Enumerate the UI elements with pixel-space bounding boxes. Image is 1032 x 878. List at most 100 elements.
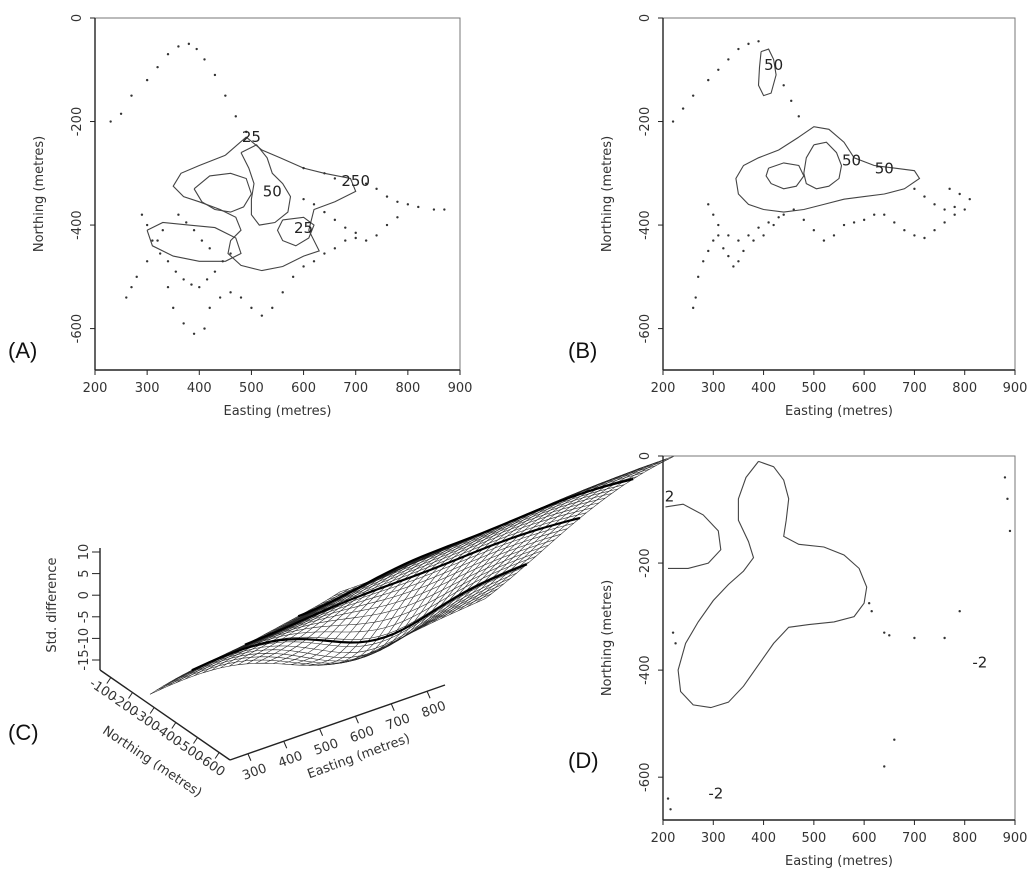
data-point: [958, 610, 961, 613]
data-point: [727, 254, 730, 258]
data-point: [172, 306, 175, 310]
data-point: [333, 177, 337, 180]
data-point: [161, 229, 164, 232]
y-tick-label: 0: [638, 14, 653, 22]
y-tick-label: -400: [70, 210, 85, 240]
panel-b-label: (B): [568, 338, 598, 363]
data-point: [182, 278, 185, 281]
data-point: [364, 239, 368, 242]
data-point: [354, 231, 357, 235]
data-point: [375, 187, 378, 191]
data-point: [812, 229, 816, 232]
contour-label: 50: [263, 183, 282, 201]
data-point: [145, 260, 149, 263]
x-tick-label: 800: [952, 381, 977, 396]
panel-a-plot: 200 300 400 500 600 700 800 900 0 -200 -400 -600 Eas…: [32, 14, 473, 419]
x-tick-label: 900: [1003, 831, 1028, 846]
data-point: [1006, 497, 1009, 501]
data-point: [717, 223, 720, 227]
data-point: [109, 120, 112, 123]
northing-tick-mark: [149, 707, 155, 714]
x-tick-label: 200: [83, 381, 108, 396]
x-axis-title: Easting (metres): [223, 404, 331, 419]
contour-label: 25: [242, 128, 261, 146]
easting-axis-line: [229, 684, 446, 761]
x-tick-label: 200: [651, 831, 676, 846]
x-tick-label: 600: [852, 831, 877, 846]
x-tick-label: 600: [852, 381, 877, 396]
data-point: [757, 226, 760, 229]
data-point: [767, 221, 770, 224]
data-point: [822, 239, 826, 242]
data-point: [323, 210, 326, 214]
y-axis-title: Northing (metres): [600, 136, 615, 252]
data-point: [281, 291, 284, 294]
panel-a: 200 300 400 500 600 700 800 900 0 -200 -400 -600 Eas…: [0, 0, 516, 430]
data-point: [208, 247, 211, 250]
y-tick-label: -200: [638, 548, 653, 578]
z-tick-label: -10: [77, 628, 92, 649]
data-point: [224, 94, 227, 97]
y-tick-label: 0: [70, 14, 85, 22]
panel-d-plot: 200 300 400 500 600 700 800 900 0 -200 -400 -600 Eas…: [600, 452, 1028, 869]
x-tick-label: 300: [701, 381, 726, 396]
data-point: [727, 234, 730, 237]
data-point: [200, 239, 204, 242]
data-point: [963, 208, 966, 211]
data-point: [943, 221, 946, 224]
contour-line: [276, 216, 315, 247]
data-point: [752, 239, 755, 242]
data-point: [782, 213, 785, 216]
contour-label: 50: [875, 159, 894, 177]
data-point: [717, 68, 720, 71]
data-point: [156, 65, 159, 69]
z-tick-label: 5: [77, 569, 92, 577]
data-point: [177, 45, 180, 48]
z-tick-label: 0: [77, 591, 92, 599]
x-tick-label: 800: [395, 381, 420, 396]
data-point: [883, 213, 886, 216]
data-point: [151, 239, 154, 242]
data-point: [260, 314, 264, 317]
surface-ridge: [191, 563, 528, 672]
data-point: [396, 200, 399, 203]
data-point: [790, 99, 793, 103]
data-point: [185, 221, 188, 224]
easting-tick-mark: [354, 716, 359, 724]
easting-tick-mark: [283, 741, 288, 749]
x-tick-label: 800: [952, 831, 977, 846]
mesh-line-northing: [282, 538, 473, 665]
data-point: [234, 115, 237, 118]
data-point: [893, 738, 896, 741]
y-tick-label: -600: [638, 762, 653, 792]
contour-line: [240, 144, 292, 226]
easting-tick-label: 300: [240, 761, 268, 784]
data-point: [732, 265, 735, 268]
data-point: [842, 223, 846, 227]
data-point: [312, 260, 316, 263]
data-point: [671, 631, 675, 634]
easting-tick-label: 800: [420, 699, 448, 722]
data-point: [913, 636, 916, 640]
data-point: [166, 260, 170, 263]
data-point: [229, 252, 232, 255]
easting-tick-mark: [390, 703, 395, 711]
data-point: [145, 223, 149, 227]
data-point: [697, 275, 700, 279]
data-point: [953, 213, 956, 216]
data-point: [354, 236, 357, 240]
data-point: [681, 107, 685, 110]
x-tick-label: 900: [448, 381, 473, 396]
contour-line: [172, 136, 357, 272]
data-point: [933, 229, 936, 232]
data-point: [364, 182, 368, 185]
data-point: [302, 166, 305, 170]
data-point: [156, 239, 159, 242]
y-tick-label: -400: [638, 210, 653, 240]
easting-tick-label: 400: [276, 749, 304, 772]
x-tick-label: 500: [801, 831, 826, 846]
plot-frame: [662, 455, 1016, 821]
data-point: [406, 203, 410, 206]
y-tick-label: -400: [638, 655, 653, 685]
panel-d: 200 300 400 500 600 700 800 900 0 -200 -400 -600 Eas…: [516, 430, 1032, 878]
